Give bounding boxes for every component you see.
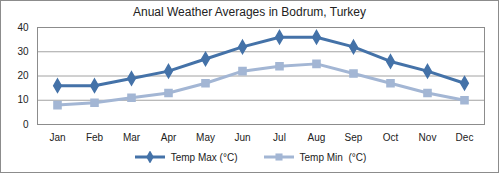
svg-text:30: 30 bbox=[17, 46, 29, 57]
svg-text:Jun: Jun bbox=[234, 132, 250, 143]
svg-text:20: 20 bbox=[17, 70, 29, 81]
html-text:Anual Weather Averages in Bodr: Anual Weather Averages in Bodrum, Turkey bbox=[133, 5, 366, 19]
svg-text:Aug: Aug bbox=[308, 132, 326, 143]
svg-text:Sep: Sep bbox=[345, 132, 363, 143]
svg-text:Apr: Apr bbox=[161, 132, 177, 143]
svg-text:Feb: Feb bbox=[86, 132, 104, 143]
html-text:Temp Min (°C): Temp Min (°C) bbox=[299, 151, 367, 163]
svg-text:Dec: Dec bbox=[456, 132, 474, 143]
svg-text:Jul: Jul bbox=[273, 132, 286, 143]
svg-text:40: 40 bbox=[17, 22, 29, 33]
svg-text:Jan: Jan bbox=[49, 132, 65, 143]
svg-text:May: May bbox=[196, 132, 215, 143]
svg-text:Nov: Nov bbox=[419, 132, 437, 143]
svg-text:Mar: Mar bbox=[123, 132, 141, 143]
svg-text:10: 10 bbox=[17, 94, 29, 105]
svg-text:0: 0 bbox=[23, 119, 29, 130]
html-text:Temp Max (°C): Temp Max (°C) bbox=[170, 151, 238, 163]
svg-text:Oct: Oct bbox=[383, 132, 399, 143]
